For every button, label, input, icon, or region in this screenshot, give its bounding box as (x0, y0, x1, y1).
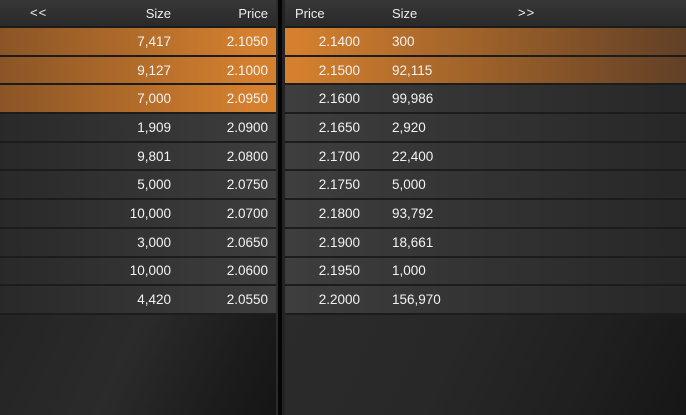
price-cell: 2.1750 (318, 177, 360, 193)
size-cell: 9,127 (137, 62, 171, 78)
left-empty-area (0, 312, 276, 415)
price-cell: 2.1650 (318, 119, 360, 135)
panel-divider (276, 0, 285, 415)
price-cell: 2.1900 (318, 234, 360, 250)
depth-row[interactable]: 4,420 2.0550 (0, 284, 276, 313)
depth-row[interactable]: 3,000 2.0650 (0, 226, 276, 256)
depth-row[interactable]: 2.1750 5,000 (285, 169, 686, 199)
price-cell: 2.0900 (226, 119, 268, 135)
depth-row[interactable]: 2.1650 2,920 (285, 112, 686, 141)
depth-row[interactable]: 10,000 2.0600 (0, 255, 276, 285)
right-panel-header: Price Size >> (285, 0, 686, 26)
price-cell: 2.1700 (318, 148, 360, 164)
depth-row[interactable]: 2.2000 156,970 (285, 284, 686, 313)
price-cell: 2.0700 (226, 205, 268, 221)
left-panel-header: << Size Price (0, 0, 276, 26)
left-book-panel: << Size Price 7,417 2.1050 9,127 2.1000 7,00… (0, 0, 276, 415)
size-cell: 99,986 (392, 91, 434, 107)
depth-row[interactable]: 1,909 2.0900 (0, 112, 276, 141)
size-cell: 10,000 (129, 263, 171, 279)
price-cell: 2.0950 (226, 91, 268, 107)
size-cell: 22,400 (392, 148, 434, 164)
size-cell: 156,970 (392, 292, 441, 308)
size-cell: 1,000 (392, 263, 426, 279)
right-size-column-header: Size (392, 5, 418, 21)
size-cell: 300 (392, 33, 415, 49)
size-cell: 4,420 (137, 292, 171, 308)
size-cell: 9,801 (137, 148, 171, 164)
size-cell: 5,000 (392, 177, 426, 193)
depth-row[interactable]: 7,000 2.0950 (0, 83, 276, 113)
price-cell: 2.2000 (318, 292, 360, 308)
depth-row[interactable]: 7,417 2.1050 (0, 26, 276, 55)
scroll-left-button[interactable]: << (30, 0, 47, 26)
depth-row[interactable]: 2.1500 92,115 (285, 54, 686, 84)
depth-row[interactable]: 2.1950 1,000 (285, 255, 686, 285)
size-cell: 3,000 (137, 234, 171, 250)
size-cell: 92,115 (392, 62, 433, 78)
scroll-right-button[interactable]: >> (518, 0, 535, 26)
price-cell: 2.1800 (318, 205, 360, 221)
size-cell: 7,417 (137, 33, 171, 49)
size-cell: 18,661 (392, 234, 434, 250)
price-cell: 2.0550 (226, 292, 268, 308)
price-cell: 2.0600 (226, 263, 268, 279)
depth-row[interactable]: 2.1800 93,792 (285, 198, 686, 227)
depth-row[interactable]: 2.1400 300 (285, 26, 686, 55)
price-cell: 2.1600 (318, 91, 360, 107)
depth-row[interactable]: 2.1600 99,986 (285, 83, 686, 113)
price-cell: 2.0650 (226, 234, 268, 250)
depth-row[interactable]: 2.1900 18,661 (285, 226, 686, 256)
size-cell: 93,792 (392, 205, 434, 221)
size-cell: 10,000 (129, 205, 171, 221)
right-depth-rows: 2.1400 300 2.1500 92,115 2.1600 99,986 2.1650 2… (285, 26, 686, 313)
price-cell: 2.0800 (226, 148, 268, 164)
left-depth-rows: 7,417 2.1050 9,127 2.1000 7,000 2.0950 1,909 2.… (0, 26, 276, 313)
price-cell: 2.1050 (226, 33, 268, 49)
price-cell: 2.1950 (318, 263, 360, 279)
right-book-panel: Price Size >> 2.1400 300 2.1500 92,115 2.160… (285, 0, 686, 415)
size-cell: 1,909 (137, 119, 171, 135)
size-cell: 7,000 (137, 91, 171, 107)
left-price-column-header: Price (238, 5, 268, 21)
left-size-column-header: Size (145, 5, 171, 21)
depth-row[interactable]: 9,127 2.1000 (0, 54, 276, 84)
price-cell: 2.1500 (318, 62, 360, 78)
depth-row[interactable]: 2.1700 22,400 (285, 140, 686, 170)
price-cell: 2.1400 (318, 33, 360, 49)
depth-row[interactable]: 9,801 2.0800 (0, 140, 276, 170)
right-price-column-header: Price (295, 5, 325, 21)
size-cell: 2,920 (392, 119, 426, 135)
depth-row[interactable]: 5,000 2.0750 (0, 169, 276, 199)
price-cell: 2.1000 (226, 62, 268, 78)
depth-row[interactable]: 10,000 2.0700 (0, 198, 276, 227)
right-empty-area (285, 312, 686, 415)
price-cell: 2.0750 (226, 177, 268, 193)
size-cell: 5,000 (137, 177, 171, 193)
